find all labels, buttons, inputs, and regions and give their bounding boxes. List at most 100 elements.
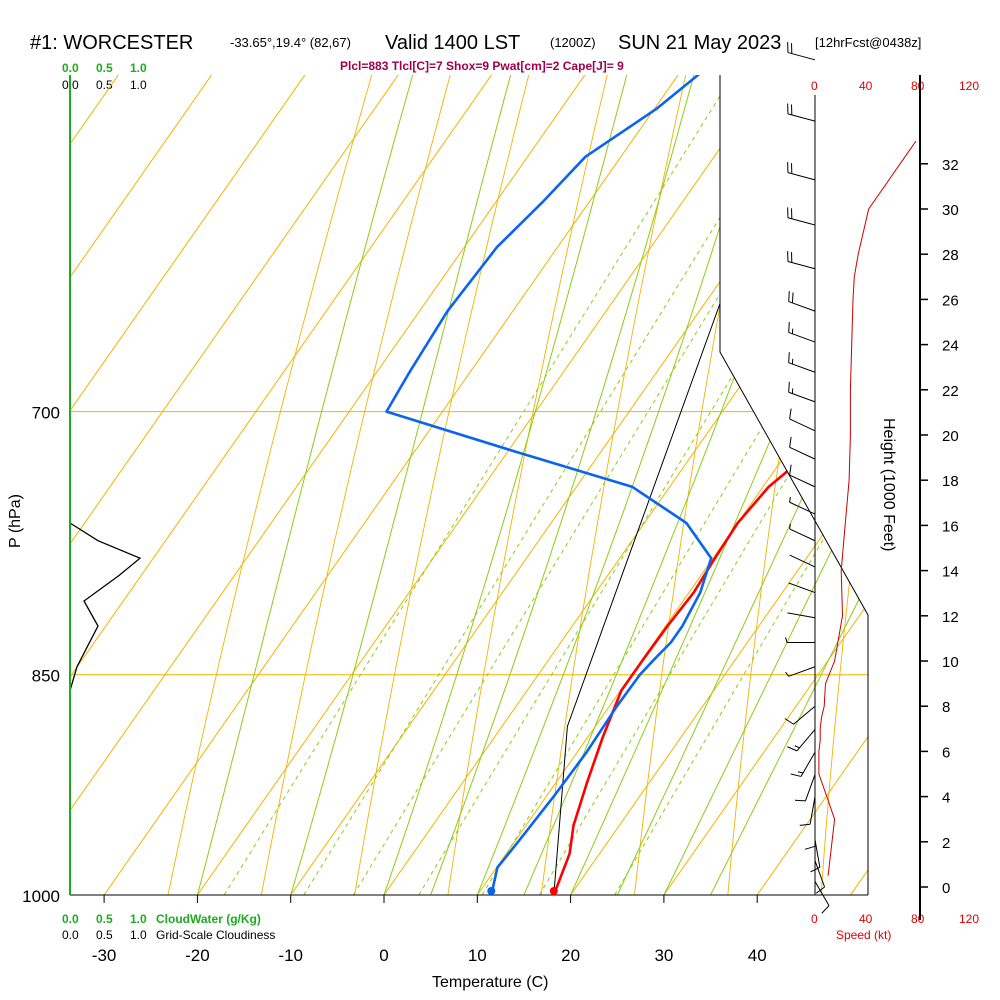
plot-border-right — [719, 75, 869, 895]
wind-barb-full — [815, 886, 825, 894]
height-axis-label: Height (1000 Feet) — [880, 418, 897, 551]
wind-barb-staff — [789, 501, 816, 515]
cloudiness-label: Grid-Scale Cloudiness — [156, 928, 275, 942]
cloudiness-tick: 0.5 — [96, 928, 113, 942]
isotherm-line — [476, 75, 868, 895]
cloudwater-tick: 0.5 — [96, 912, 113, 926]
wind-barb-staff — [793, 705, 816, 725]
wind-barb-staff — [787, 612, 816, 619]
moist-adiabat-line — [710, 75, 868, 895]
height-tick-label: 2 — [942, 835, 950, 852]
speed-label: Speed (kt) — [836, 928, 891, 942]
isotherm-line — [570, 75, 868, 895]
pressure-tick-label: 850 — [32, 667, 60, 686]
wind-barb-staff — [804, 774, 816, 802]
wind-barb-full — [791, 292, 794, 303]
wind-barb-half — [785, 671, 790, 677]
cloudwater-tick: 0.0 — [62, 912, 79, 926]
wind-barb-full — [794, 799, 806, 802]
wind-barb-half — [797, 771, 804, 774]
moist-adiabat-line — [290, 75, 836, 895]
wind-speed-profile-line — [818, 140, 917, 876]
height-tick-label: 10 — [942, 654, 959, 671]
wind-barb — [787, 207, 816, 226]
wind-barb — [787, 42, 816, 61]
wind-barb — [789, 464, 816, 488]
moist-adiabat-line — [476, 75, 868, 895]
station-title: #1: WORCESTER — [30, 32, 193, 54]
cloudwater-tick: 1.0 — [130, 912, 147, 926]
temperature-tick-label: 0 — [379, 946, 388, 965]
wind-barb — [788, 582, 816, 594]
wind-barb-staff — [809, 796, 816, 825]
wind-barb — [789, 554, 816, 568]
speed-tick-top: 0 — [811, 79, 818, 93]
height-tick-label: 22 — [942, 383, 959, 400]
wind-barb — [789, 523, 816, 542]
wind-barb-staff — [787, 217, 816, 226]
height-tick-label: 12 — [942, 609, 959, 626]
temperature-tick-label: -10 — [278, 946, 303, 965]
wind-barb-staff — [787, 113, 816, 122]
wind-barb-full — [804, 845, 816, 850]
height-tick-label: 20 — [942, 428, 959, 445]
cloudiness-profile-line — [69, 522, 142, 691]
moist-adiabat-line — [663, 75, 868, 895]
temperature-tick-label: -30 — [92, 946, 117, 965]
temperature-line — [552, 75, 868, 895]
speed-tick-top: 120 — [959, 79, 979, 93]
moist-adiabat-line — [430, 75, 868, 895]
plot-area — [70, 75, 868, 895]
dry-adiabat-line — [627, 75, 868, 895]
wind-barb — [787, 729, 816, 752]
wind-barb-staff — [788, 362, 816, 373]
plot-overlay — [69, 42, 917, 914]
cloudwater-scale-top: 0.0 0.5 1.0 0.0 0.5 1.0 — [62, 61, 147, 92]
speed-tick-top: 80 — [911, 79, 925, 93]
pressure-tick-label: 1000 — [22, 887, 60, 906]
speed-tick-top: 40 — [859, 79, 873, 93]
wind-barb-half — [785, 637, 788, 643]
wind-barb-staff — [814, 839, 821, 868]
wind-barb — [787, 251, 816, 270]
isotherm-line — [70, 75, 581, 895]
forecast-date: SUN 21 May 2023 — [618, 32, 781, 54]
moist-adiabat-line — [383, 75, 868, 895]
wind-barb — [784, 705, 816, 725]
height-tick-label: 6 — [942, 744, 950, 761]
height-tick-label: 18 — [942, 473, 959, 490]
axes: 0246810121416182022242628303210008507005… — [22, 75, 959, 965]
wind-barb — [788, 352, 816, 373]
height-tick-label: 26 — [942, 292, 959, 309]
mixing-ratio-line — [223, 75, 868, 895]
cloudiness-tick: 1.0 — [130, 928, 147, 942]
cloudwater-tick: 0.0 — [62, 61, 79, 75]
wind-barb-full — [788, 291, 790, 302]
isotherm-line — [290, 75, 868, 895]
speed-tick-bottom: 0 — [811, 912, 818, 926]
valid-time: Valid 1400 LST — [385, 32, 520, 54]
height-tick-label: 28 — [942, 247, 959, 264]
wind-barb-staff — [789, 528, 816, 542]
wind-barb-staff — [788, 582, 816, 594]
wind-barb — [794, 774, 816, 802]
isotherm-line — [70, 75, 868, 895]
speed-scale: 0 40 80 120 0 40 80 120 Speed (kt) — [811, 79, 979, 942]
wind-barb-staff — [788, 301, 816, 312]
wind-barb-staff — [787, 261, 816, 270]
isotherm-line — [756, 75, 868, 895]
dry-adiabat-line — [343, 75, 847, 895]
wind-barb-staff — [787, 52, 816, 61]
height-tick-label: 0 — [942, 880, 950, 897]
cloudiness-tick: 0.5 — [96, 78, 113, 92]
cloudwater-label: CloudWater (g/Kg) — [156, 912, 261, 926]
wind-barb-staff — [789, 554, 816, 568]
wind-barb — [785, 666, 816, 677]
wind-barb-half — [789, 497, 791, 503]
temperature-tick-label: 40 — [748, 946, 767, 965]
wind-barb — [788, 291, 816, 312]
temperature-tick-label: 10 — [468, 946, 487, 965]
wind-barb-half — [794, 745, 800, 749]
wind-barb — [799, 796, 816, 826]
wind-barb-staff — [800, 751, 816, 777]
